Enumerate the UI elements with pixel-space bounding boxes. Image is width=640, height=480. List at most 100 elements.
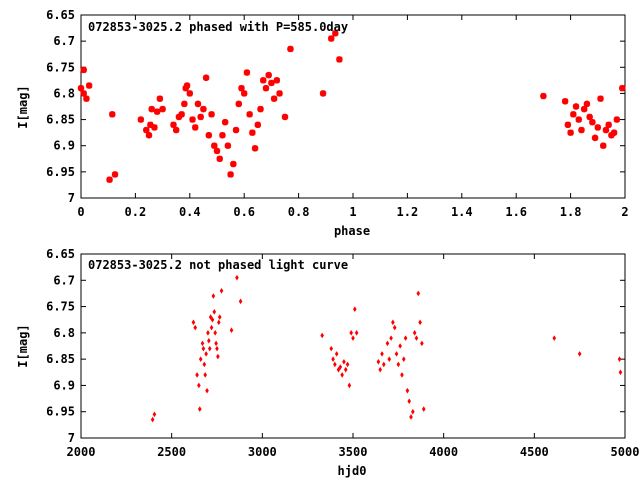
data-point [340,372,344,378]
data-point [208,111,215,118]
data-point [618,369,623,376]
unphased-light-curve-panel: 2000 2500 3000 3500 4000 4500 5000 6.65 6.7 6.75 6… [16,247,639,478]
data-point [213,330,217,336]
data-point [246,111,253,118]
y-axis-label: I[mag] [16,85,30,128]
data-point [181,100,188,108]
data-point [147,121,154,128]
x-tick-label: 0.8 [288,205,310,219]
data-point [143,126,150,134]
data-point [175,113,183,121]
data-point [106,176,113,183]
data-point [351,335,355,341]
data-point [338,364,343,370]
data-point [376,358,381,365]
data-point [329,345,334,352]
data-point [353,306,357,312]
x-axis-label: hjd0 [338,464,367,478]
data-point [591,134,599,142]
data-point [586,113,593,121]
data-point [332,30,339,37]
data-point [156,95,164,102]
data-point [207,337,211,344]
data-point [567,129,574,136]
data-point [197,406,202,412]
data-point [150,416,155,423]
data-point [202,361,207,368]
data-point [217,319,221,326]
data-point [80,90,87,97]
data-point [394,351,399,357]
data-point [405,387,410,394]
data-point [210,316,215,323]
data-point [151,124,158,131]
data-point [257,105,264,113]
x-tick-label: 0.6 [233,205,255,219]
y-tick-label: 7 [68,191,75,205]
y-axis-label: I[mag] [16,324,30,367]
data-point [219,132,226,139]
data-point [197,382,201,389]
data-point [354,330,359,336]
data-point [382,361,386,368]
data-point [380,351,384,357]
data-point [613,116,621,123]
data-point [401,356,406,362]
x-tick-label: 4500 [520,445,549,459]
data-point [152,411,157,418]
x-tick-label: 2000 [67,445,96,459]
data-point [203,372,208,378]
data-point [578,126,585,134]
data-point [200,105,207,113]
data-point [331,356,335,362]
data-point [83,95,90,102]
data-point [159,105,166,113]
data-point [251,145,259,152]
x-axis-label: phase [334,224,370,238]
data-point [336,56,343,63]
data-point [421,406,426,412]
x-tick-label: 0.2 [125,205,147,219]
data-point [389,335,393,341]
data-point [109,111,116,118]
x-tick-label: 1.2 [397,205,419,219]
data-point [204,351,208,357]
data-point [241,90,248,97]
data-point [570,111,577,118]
data-point [211,293,216,299]
data-point [328,35,335,42]
data-point [583,100,591,108]
data-point [270,95,278,102]
data-point [416,290,421,297]
data-point [414,335,419,341]
data-point [194,100,202,108]
data-point [589,118,596,126]
data-point [602,126,610,134]
data-point [281,113,289,121]
data-point [619,85,626,92]
x-tick-label: 5000 [611,445,640,459]
data-point [262,85,270,92]
data-point [211,142,218,149]
data-point [412,330,417,336]
data-point [581,105,588,113]
y-tick-label: 6.75 [46,60,75,74]
data-point [540,92,547,100]
data-point [561,98,569,105]
data-point [577,351,582,357]
data-point [148,105,155,113]
phased-light-curve-panel: 0 0.2 0.4 0.6 0.8 1 1.2 1.4 1.6 1.8 2 6.65 6.7 6.75 6.… [16,8,629,238]
data-point [145,132,153,139]
data-point [238,298,243,305]
data-point [343,366,348,373]
data-point [193,324,198,331]
y-tick-label: 6.7 [53,273,75,287]
y-tick-label: 6.65 [46,8,75,22]
chart-title: 072853-3025.2 not phased light curve [88,258,348,272]
x-tick-label: 1.8 [560,205,582,219]
data-point [205,132,213,139]
data-point [345,361,350,368]
data-point [287,45,294,53]
data-point [608,132,615,139]
